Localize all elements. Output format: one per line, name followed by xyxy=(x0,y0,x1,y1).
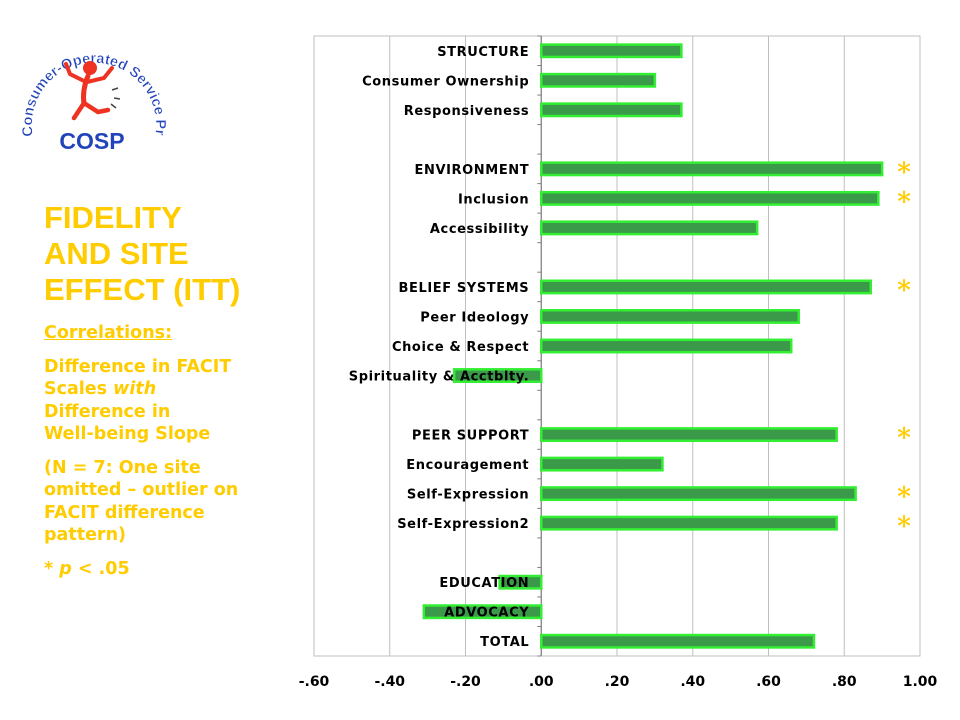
significance-star: * xyxy=(897,158,911,188)
note-line: omitted – outlier on xyxy=(44,480,239,500)
correlations-label: Correlations: xyxy=(44,323,173,343)
x-tick-label: .60 xyxy=(756,674,781,690)
sig-threshold: < .05 xyxy=(71,558,130,579)
bar xyxy=(540,161,884,177)
bar xyxy=(422,604,543,620)
description: Difference in FACIT Scales with Differen… xyxy=(44,356,284,446)
bar xyxy=(540,72,657,88)
bars xyxy=(422,43,884,649)
x-tick-label: .20 xyxy=(605,674,630,690)
category-label: Accessibility xyxy=(430,222,529,237)
desc-line: Scales with xyxy=(44,378,284,401)
note-line: FACIT difference xyxy=(44,502,205,523)
category-label: Self-Expression xyxy=(407,488,529,503)
bar xyxy=(540,633,816,649)
x-axis-ticks: -.60 -.40 -.20 .00 .20 .40 .60 .80 1.00 xyxy=(299,674,938,690)
significance-star: * xyxy=(897,483,911,513)
bar xyxy=(540,338,793,354)
x-tick-label: -.40 xyxy=(374,674,405,690)
category-label: Choice & Respect xyxy=(392,340,529,355)
sample-note: (N = 7: One site omitted – outlier on FA… xyxy=(44,457,284,547)
category-label: EDUCATION xyxy=(439,576,529,591)
category-labels: STRUCTURE Consumer Ownership Responsivenes… xyxy=(349,45,530,650)
bar xyxy=(540,515,838,531)
significance-star: * xyxy=(897,424,911,454)
desc-text: Scales xyxy=(44,379,114,399)
x-tick-label: -.20 xyxy=(450,674,481,690)
bar xyxy=(540,102,683,118)
significance-star: * xyxy=(897,187,911,217)
title-line: FIDELITY xyxy=(44,200,182,235)
category-label: Consumer Ownership xyxy=(362,74,529,89)
bar xyxy=(540,190,880,206)
x-tick-label: 1.00 xyxy=(903,674,938,690)
desc-italic: with xyxy=(113,379,157,399)
significance-note: * p < .05 xyxy=(44,558,284,581)
category-label: Encouragement xyxy=(406,458,529,473)
bar xyxy=(540,486,857,502)
category-label: TOTAL xyxy=(480,635,529,650)
x-tick-label: .00 xyxy=(529,674,554,690)
title-line: EFFECT (ITT) xyxy=(44,272,241,307)
significance-star: * xyxy=(897,512,911,542)
category-label: Spirituality & Acctblty. xyxy=(349,370,530,385)
x-tick-label: -.60 xyxy=(299,674,330,690)
logo-abbr: COSP xyxy=(59,128,124,154)
running-figure-icon xyxy=(64,61,121,121)
title-line: AND SITE xyxy=(44,236,189,271)
category-label: ADVOCACY xyxy=(444,606,529,621)
x-tick-label: .40 xyxy=(680,674,705,690)
correlation-bar-chart: STRUCTURE Consumer Ownership Responsivenes… xyxy=(299,35,938,690)
category-label: Responsiveness xyxy=(404,104,530,119)
category-label: PEER SUPPORT xyxy=(412,429,529,444)
category-label: Self-Expression2 xyxy=(397,517,529,532)
gridlines xyxy=(313,35,921,657)
bar xyxy=(540,456,664,472)
category-label: ENVIRONMENT xyxy=(414,163,529,178)
category-label: STRUCTURE xyxy=(437,45,529,60)
note-line: pattern) xyxy=(44,525,127,545)
bar xyxy=(452,368,543,383)
bar xyxy=(540,279,873,295)
cosp-logo: Consumer-Operated Service Program COSP xyxy=(8,8,168,154)
significance-star: * xyxy=(897,276,911,306)
sig-p: p xyxy=(59,558,72,579)
bar xyxy=(540,220,759,236)
bar xyxy=(498,574,543,590)
sig-star: * xyxy=(44,558,60,579)
category-label: Peer Ideology xyxy=(420,310,529,325)
bar xyxy=(540,43,683,59)
bar xyxy=(540,309,801,324)
bar xyxy=(540,427,838,443)
slide-title: FIDELITY AND SITE EFFECT (ITT) xyxy=(44,200,284,308)
desc-line: Difference in xyxy=(44,401,171,422)
left-panel: FIDELITY AND SITE EFFECT (ITT) Correlati… xyxy=(44,200,284,591)
category-label: Inclusion xyxy=(458,192,529,207)
x-tick-label: .80 xyxy=(832,674,857,690)
significance-stars: ****** xyxy=(897,158,911,542)
desc-line: Well-being Slope xyxy=(44,424,211,444)
note-line: (N = 7: One site xyxy=(44,457,201,478)
desc-line: Difference in FACIT xyxy=(44,356,232,377)
category-label: BELIEF SYSTEMS xyxy=(398,281,529,296)
